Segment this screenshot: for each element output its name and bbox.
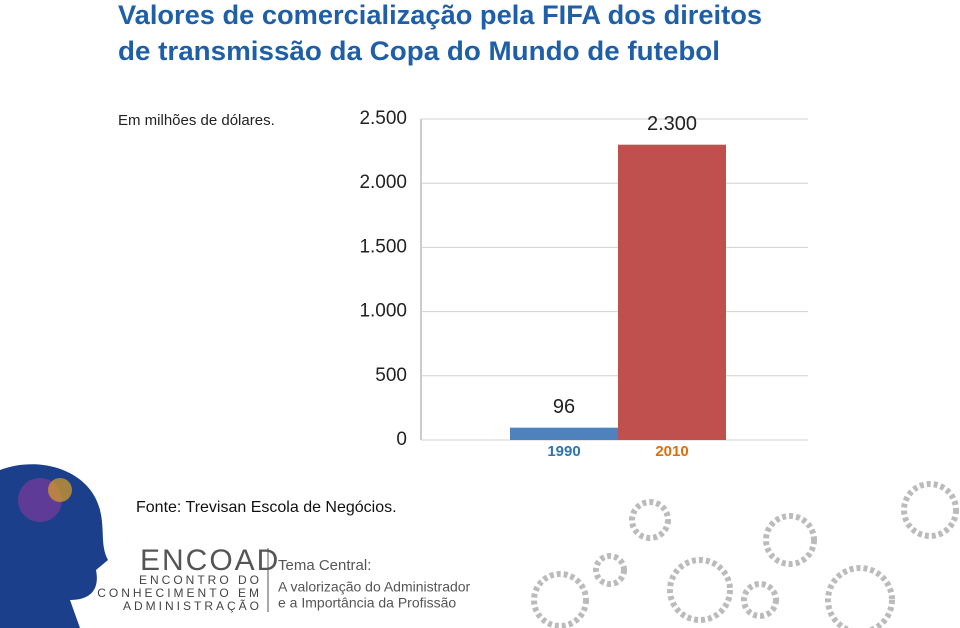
y-tick-label: 2.500 [359,108,407,129]
bar [618,144,726,440]
x-tick-label: 1990 [547,443,580,460]
value-label: 2.300 [647,113,697,135]
theme-line: e a Importância da Profissão [278,595,456,611]
value-label: 96 [553,396,575,418]
title-line: de transmissão da Copa do Mundo de futeb… [118,36,720,66]
y-tick-label: 2.000 [359,172,407,193]
x-tick-label: 2010 [655,443,688,460]
logo-line: ENCONTRO DO [139,573,262,587]
theme-title: Tema Central: [278,557,371,574]
bar [510,427,618,440]
y-tick-label: 1.000 [359,301,407,322]
title-line: Valores de comercialização pela FIFA dos… [118,0,762,30]
y-tick-label: 0 [396,429,407,450]
theme-line: A valorização do Administrador [278,579,471,595]
logo-line: ADMINISTRAÇÃO [123,599,262,613]
y-tick-label: 1.500 [359,236,407,257]
subtitle: Em milhões de dólares. [118,112,275,129]
logo-line: CONHECIMENTO EM [97,586,262,600]
logo: ENCOAD [140,544,280,577]
brain-graphic [48,478,72,502]
y-tick-label: 500 [375,365,407,386]
source: Fonte: Trevisan Escola de Negócios. [136,499,397,516]
gears-graphic [531,481,959,628]
